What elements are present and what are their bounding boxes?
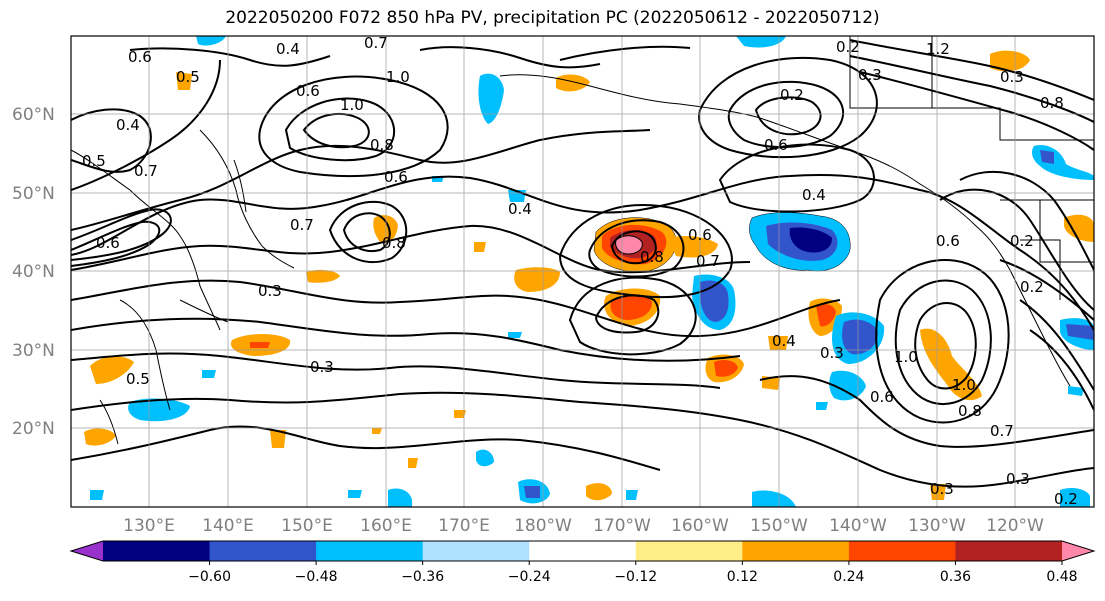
lat-label: 20°N xyxy=(12,419,55,439)
colorbar-extend-low xyxy=(71,541,103,561)
contour-label: 0.3 xyxy=(858,66,882,84)
contour-label: 0.3 xyxy=(820,344,844,362)
lon-label: 150°E xyxy=(281,516,333,536)
contour-label: 0.2 xyxy=(836,38,860,56)
contour-label: 0.4 xyxy=(116,116,140,134)
contour-label: 0.8 xyxy=(370,136,394,154)
lon-label: 140°E xyxy=(202,516,254,536)
colorbar-tick-label: −0.60 xyxy=(188,569,231,585)
contour-label: 0.6 xyxy=(384,168,408,186)
colorbar-tick-label: −0.48 xyxy=(295,569,338,585)
contour-label: 0.8 xyxy=(958,402,982,420)
contour-label: 1.0 xyxy=(386,68,410,86)
precipitation-shading xyxy=(84,36,1094,507)
colorbar-tick-label: −0.36 xyxy=(401,569,444,585)
contour-label: 0.3 xyxy=(1006,470,1030,488)
lon-label: 150°W xyxy=(750,516,808,536)
contour-label: 0.7 xyxy=(134,162,158,180)
contour-label: 0.6 xyxy=(870,388,894,406)
colorbar-tick-label: 0.48 xyxy=(1046,569,1077,585)
lon-label: 180°W xyxy=(514,516,572,536)
contour-label: 0.6 xyxy=(936,232,960,250)
lon-label: 130°E xyxy=(123,516,175,536)
colorbar-swatch xyxy=(635,541,743,561)
contour-label: 1.0 xyxy=(894,348,918,366)
colorbar-swatch xyxy=(955,541,1063,561)
contour-label: 0.7 xyxy=(990,422,1014,440)
colorbar-tick-label: −0.24 xyxy=(508,569,551,585)
coastlines xyxy=(71,36,1094,445)
contour-label: 0.7 xyxy=(364,34,388,52)
colorbar-swatch xyxy=(422,541,530,561)
colorbar-swatch xyxy=(209,541,317,561)
contour-labels: 0.6 0.4 0.7 0.5 0.4 0.5 0.7 1.0 0.8 0.6 … xyxy=(82,34,1078,508)
colorbar-tick-label: 0.36 xyxy=(940,569,971,585)
contour-label: 0.6 xyxy=(764,136,788,154)
contour-label: 0.8 xyxy=(382,234,406,252)
contour-label: 0.3 xyxy=(1000,68,1024,86)
contour-label: 0.3 xyxy=(258,282,282,300)
gridlines xyxy=(71,36,1094,507)
contour-label: 0.4 xyxy=(772,332,796,350)
contour-label: 0.7 xyxy=(696,252,720,270)
colorbar-tick-label: −0.12 xyxy=(614,569,657,585)
contour-label: 0.3 xyxy=(930,480,954,498)
colorbar: −0.60 −0.48 −0.36 −0.24 −0.12 0.12 0.24 0.36 0.4… xyxy=(69,540,1096,585)
lat-label: 60°N xyxy=(12,105,55,125)
contour-label: 0.8 xyxy=(1040,94,1064,112)
lon-label: 170°E xyxy=(438,516,490,536)
contour-label: 0.6 xyxy=(296,82,320,100)
lat-label: 30°N xyxy=(12,341,55,361)
lon-label: 120°W xyxy=(986,516,1044,536)
contour-label: 0.4 xyxy=(276,40,300,58)
lon-label: 140°W xyxy=(829,516,887,536)
lat-label: 40°N xyxy=(12,262,55,282)
contour-label: 1.2 xyxy=(926,40,950,58)
pv-contours xyxy=(71,39,1094,488)
latitude-labels: 60°N 50°N 40°N 30°N 20°N xyxy=(12,105,55,439)
colorbar-swatch xyxy=(848,541,956,561)
lon-label: 170°W xyxy=(593,516,651,536)
contour-label: 0.5 xyxy=(82,152,106,170)
contour-label: 0.2 xyxy=(780,86,804,104)
colorbar-swatch xyxy=(103,541,211,561)
contour-label: 0.8 xyxy=(640,248,664,266)
contour-label: 0.5 xyxy=(176,68,200,86)
colorbar-outline xyxy=(69,540,1096,562)
colorbar-swatch xyxy=(742,541,850,561)
map-frame xyxy=(70,35,1095,508)
colorbar-swatch xyxy=(316,541,424,561)
contour-label: 0.6 xyxy=(96,234,120,252)
colorbar-swatch xyxy=(529,541,637,561)
map-title: 2022050200 F072 850 hPa PV, precipitatio… xyxy=(225,8,880,28)
contour-label: 0.6 xyxy=(128,48,152,66)
contour-label: 0.2 xyxy=(1054,490,1078,508)
contour-label: 0.4 xyxy=(508,200,532,218)
contour-label: 0.4 xyxy=(802,186,826,204)
contour-label: 0.7 xyxy=(290,216,314,234)
colorbar-tick-label: 0.24 xyxy=(833,569,864,585)
lon-label: 160°E xyxy=(360,516,412,536)
contour-label: 0.5 xyxy=(126,370,150,388)
lon-label: 130°W xyxy=(908,516,966,536)
colorbar-extend-high xyxy=(1062,541,1094,561)
contour-label: 1.0 xyxy=(952,376,976,394)
contour-label: 0.6 xyxy=(688,226,712,244)
colorbar-tick-label: 0.12 xyxy=(727,569,758,585)
lon-label: 160°W xyxy=(671,516,729,536)
longitude-labels: 130°E 140°E 150°E 160°E 170°E 180°W 170°… xyxy=(123,516,1044,536)
contour-label: 0.2 xyxy=(1010,232,1034,250)
contour-label: 1.0 xyxy=(340,96,364,114)
contour-label: 0.3 xyxy=(310,358,334,376)
lat-label: 50°N xyxy=(12,184,55,204)
contour-label: 0.2 xyxy=(1020,278,1044,296)
